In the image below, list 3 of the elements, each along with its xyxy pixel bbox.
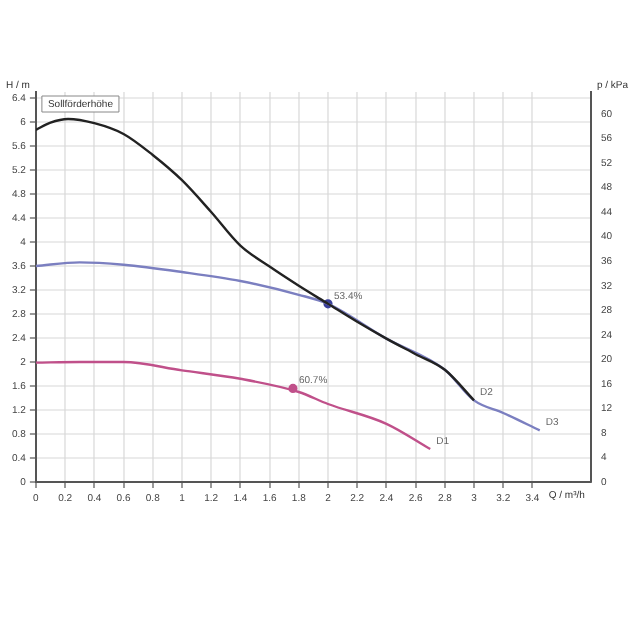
line-series — [35, 261, 541, 432]
line-series — [35, 117, 476, 402]
line-series — [35, 360, 432, 451]
